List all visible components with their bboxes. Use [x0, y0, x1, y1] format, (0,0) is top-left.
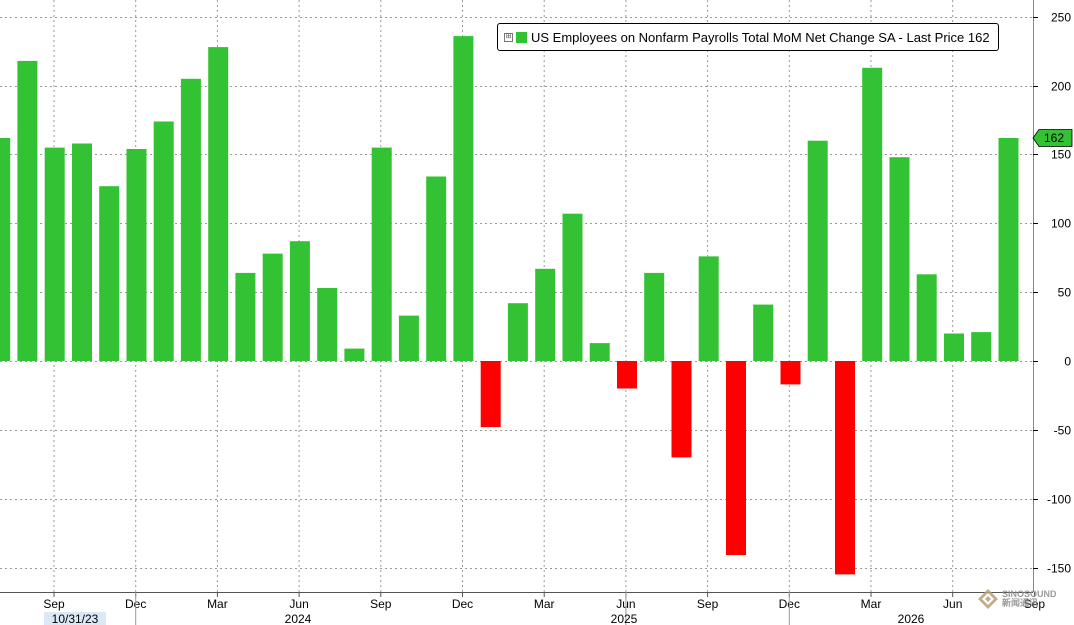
y-tick-label: 250	[1051, 11, 1071, 25]
legend-swatch	[516, 31, 527, 43]
bar-series	[0, 36, 1019, 575]
y-tick-label: -150	[1047, 562, 1071, 576]
y-tick-label: 50	[1058, 286, 1072, 300]
bar	[726, 361, 746, 556]
bar	[507, 303, 528, 361]
bar	[453, 36, 474, 361]
bar	[44, 147, 65, 361]
bar	[17, 60, 38, 362]
x-tick-label: Dec	[452, 597, 473, 611]
bar	[262, 253, 283, 361]
bar	[971, 332, 992, 361]
last-price-tag: 162	[1037, 129, 1071, 146]
bar	[589, 343, 610, 361]
x-year-label: 2025	[611, 612, 638, 625]
bar	[698, 256, 719, 361]
y-tick-label: 200	[1051, 80, 1071, 94]
y-tick-label: -100	[1047, 493, 1071, 507]
legend-label: US Employees on Nonfarm Payrolls Total M…	[531, 29, 990, 45]
bar	[617, 361, 637, 389]
x-tick-label: Jun	[289, 597, 308, 611]
y-tick-label: 0	[1064, 355, 1071, 369]
x-tick-label: Mar	[861, 597, 882, 611]
x-year-label: 10/31/23	[52, 612, 99, 625]
last-price-marker	[1032, 129, 1073, 147]
bar	[426, 176, 447, 361]
watermark-logo-icon	[978, 589, 998, 609]
x-tick-label: Sep	[43, 597, 65, 611]
bar	[780, 361, 801, 385]
bar	[998, 138, 1019, 361]
bar	[916, 274, 937, 361]
x-tick-label: Mar	[534, 597, 555, 611]
bar	[480, 361, 501, 428]
x-year-label: 2026	[898, 612, 925, 625]
x-tick-label: Mar	[207, 597, 228, 611]
bar	[562, 213, 583, 361]
bar	[889, 157, 910, 361]
bar	[535, 268, 556, 361]
y-tick-label: 150	[1051, 148, 1071, 162]
bar	[753, 304, 774, 361]
bar	[344, 348, 365, 361]
bar	[289, 241, 310, 361]
x-year-label: 2024	[285, 612, 312, 625]
bar	[835, 361, 855, 575]
last-price-label: 162	[1043, 130, 1065, 145]
bar	[644, 272, 665, 361]
x-tick-label: Sep	[697, 597, 719, 611]
legend[interactable]: ⊞ US Employees on Nonfarm Payrolls Total…	[497, 23, 999, 51]
bar	[807, 140, 828, 361]
bar	[862, 67, 883, 362]
bar	[153, 121, 174, 361]
bar	[235, 272, 256, 361]
start-date-highlight	[44, 612, 106, 625]
x-tick-label: Sep	[1024, 597, 1046, 611]
watermark-text-1: SINOSOUND	[1002, 589, 1057, 599]
bar	[944, 333, 964, 361]
x-tick-label: Sep	[370, 597, 392, 611]
bar	[99, 186, 120, 361]
y-tick-label: 100	[1051, 217, 1071, 231]
bar	[72, 143, 92, 361]
bar	[208, 47, 229, 361]
bar	[671, 361, 692, 458]
legend-expand-icon[interactable]: ⊞	[504, 32, 513, 42]
bar	[126, 149, 147, 361]
y-tick-label: -50	[1054, 424, 1072, 438]
bar	[180, 78, 201, 362]
bar	[398, 315, 419, 361]
watermark: SINOSOUND 新闻通讯	[977, 588, 1057, 610]
watermark-text-2: 新闻通讯	[1002, 598, 1039, 608]
bar	[0, 138, 11, 361]
x-tick-label: Jun	[943, 597, 962, 611]
bar	[371, 147, 392, 361]
bar	[317, 288, 338, 361]
